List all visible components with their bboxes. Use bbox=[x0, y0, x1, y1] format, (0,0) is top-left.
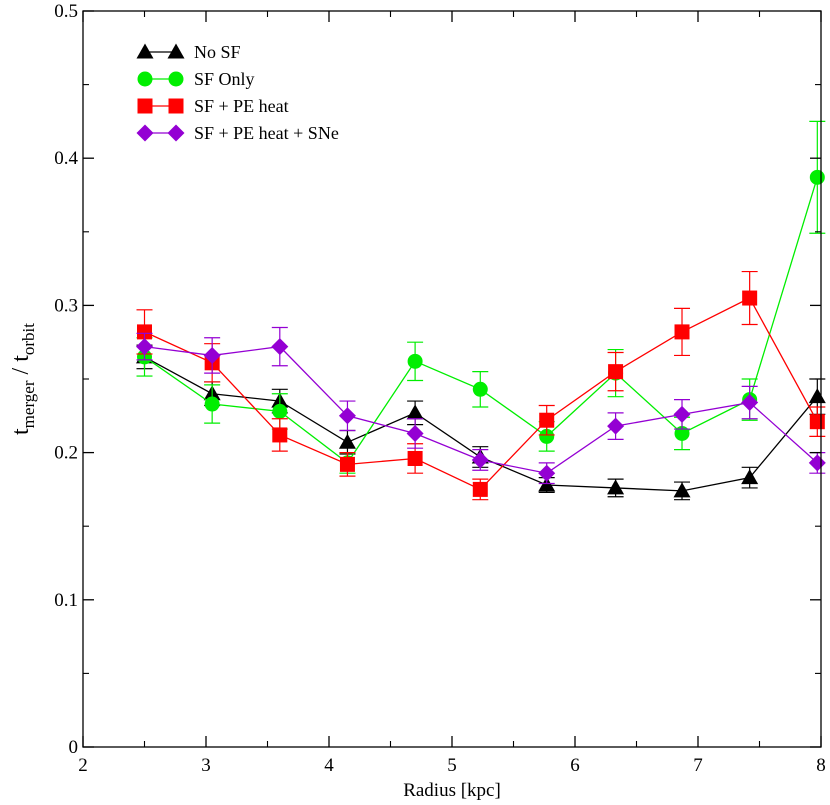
legend-marker-no-sf bbox=[167, 43, 185, 59]
data-point-sf-pe-heat bbox=[608, 364, 624, 380]
x-tick-label: 8 bbox=[816, 755, 826, 776]
y-tick-label: 0.3 bbox=[54, 295, 78, 316]
series-sf-pe-heat bbox=[136, 270, 826, 501]
axes-layer: 2 3 4 5 6 7 8 0 0.1 0.2 0.3 0.4 0.5 bbox=[54, 1, 826, 776]
data-point-sf-only bbox=[809, 169, 825, 185]
x-axis-title: Radius [kpc] bbox=[403, 780, 501, 801]
y-tick-label: 0 bbox=[69, 737, 79, 758]
y-axis-title-base: t bbox=[8, 428, 34, 435]
data-point-sf-pe-heat bbox=[809, 414, 825, 430]
y-tick-label: 0.1 bbox=[54, 590, 78, 611]
data-point-no-sf bbox=[406, 404, 424, 420]
series-sf-only bbox=[136, 120, 826, 474]
y-tick-label: 0.4 bbox=[54, 148, 78, 169]
legend-entry-sf-pe-heat: SF + PE heat bbox=[137, 96, 289, 116]
legend-label-sf-pe-heat-sne: SF + PE heat + SNe bbox=[194, 123, 339, 143]
plot-series-layer bbox=[136, 120, 826, 501]
data-point-sf-pe-heat-sne bbox=[538, 464, 556, 482]
legend-marker-sf-pe-heat-sne bbox=[167, 124, 185, 142]
data-point-sf-pe-heat bbox=[272, 427, 288, 443]
y-axis-title-separator: / bbox=[8, 362, 34, 381]
legend-entry-sf-only: SF Only bbox=[137, 69, 255, 89]
legend-marker-sf-pe-heat-sne bbox=[136, 124, 154, 142]
legend-entry-sf-pe-heat-sne: SF + PE heat + SNe bbox=[136, 123, 339, 143]
data-point-sf-pe-heat bbox=[742, 290, 758, 306]
data-point-sf-pe-heat bbox=[472, 481, 488, 497]
y-axis-title-sub1: merger bbox=[19, 380, 38, 428]
data-point-sf-pe-heat-sne bbox=[271, 338, 289, 356]
data-point-sf-only bbox=[407, 353, 423, 369]
data-point-sf-pe-heat-sne bbox=[338, 407, 356, 425]
legend-marker-sf-pe-heat bbox=[168, 98, 184, 114]
x-tick-label: 4 bbox=[324, 755, 334, 776]
data-point-sf-pe-heat-sne bbox=[673, 405, 691, 423]
y-axis-title-base-2: t bbox=[8, 355, 34, 362]
series-sf-pe-heat-sne bbox=[136, 326, 826, 485]
x-tick-label: 5 bbox=[447, 755, 457, 776]
legend-marker-sf-only bbox=[168, 71, 184, 87]
legend-label-sf-only: SF Only bbox=[194, 69, 255, 89]
y-tick-label: 0.5 bbox=[54, 1, 78, 22]
x-tick-label: 3 bbox=[201, 755, 211, 776]
svg-text:tmerger / torbit: tmerger / torbit bbox=[8, 323, 38, 435]
data-point-sf-pe-heat bbox=[137, 324, 152, 340]
plot-frame bbox=[82, 10, 822, 748]
y-axis-title-sub2: orbit bbox=[19, 323, 38, 355]
data-point-no-sf bbox=[338, 433, 356, 449]
data-point-sf-pe-heat bbox=[407, 450, 423, 466]
legend-marker-no-sf bbox=[136, 43, 154, 59]
data-point-sf-only bbox=[472, 381, 488, 397]
series-no-sf bbox=[136, 344, 826, 501]
legend: No SF SF Only SF + PE heat SF + PE heat + S… bbox=[136, 42, 339, 143]
data-point-no-sf bbox=[741, 469, 759, 485]
series-line-sf-only bbox=[144, 177, 818, 464]
data-point-sf-pe-heat-sne bbox=[136, 338, 153, 356]
data-point-sf-only bbox=[674, 425, 690, 441]
data-point-sf-pe-heat-sne bbox=[203, 346, 221, 364]
data-point-no-sf bbox=[808, 388, 826, 404]
y-axis-title: tmerger / torbit bbox=[8, 323, 38, 435]
data-point-no-sf bbox=[607, 479, 625, 495]
x-tick-label: 6 bbox=[570, 755, 580, 776]
legend-marker-sf-only bbox=[137, 71, 153, 87]
legend-entry-no-sf: No SF bbox=[136, 42, 241, 62]
data-point-sf-pe-heat bbox=[339, 456, 355, 472]
x-tick-label: 2 bbox=[78, 755, 88, 776]
data-point-sf-pe-heat-sne bbox=[471, 451, 489, 469]
legend-label-sf-pe-heat: SF + PE heat bbox=[194, 96, 289, 116]
x-tick-label: 7 bbox=[693, 755, 703, 776]
legend-marker-sf-pe-heat bbox=[137, 98, 153, 114]
y-tick-label: 0.2 bbox=[54, 443, 78, 464]
data-point-sf-pe-heat bbox=[539, 412, 555, 428]
data-point-no-sf bbox=[673, 482, 691, 498]
data-point-sf-pe-heat-sne bbox=[607, 417, 625, 435]
data-point-sf-pe-heat-sne bbox=[406, 424, 424, 442]
data-point-sf-only bbox=[204, 396, 220, 412]
data-point-sf-pe-heat bbox=[674, 324, 690, 340]
legend-label-no-sf: No SF bbox=[194, 42, 241, 62]
data-point-sf-pe-heat-sne bbox=[741, 394, 759, 412]
data-point-sf-only bbox=[539, 428, 555, 444]
data-point-sf-only bbox=[272, 403, 288, 419]
